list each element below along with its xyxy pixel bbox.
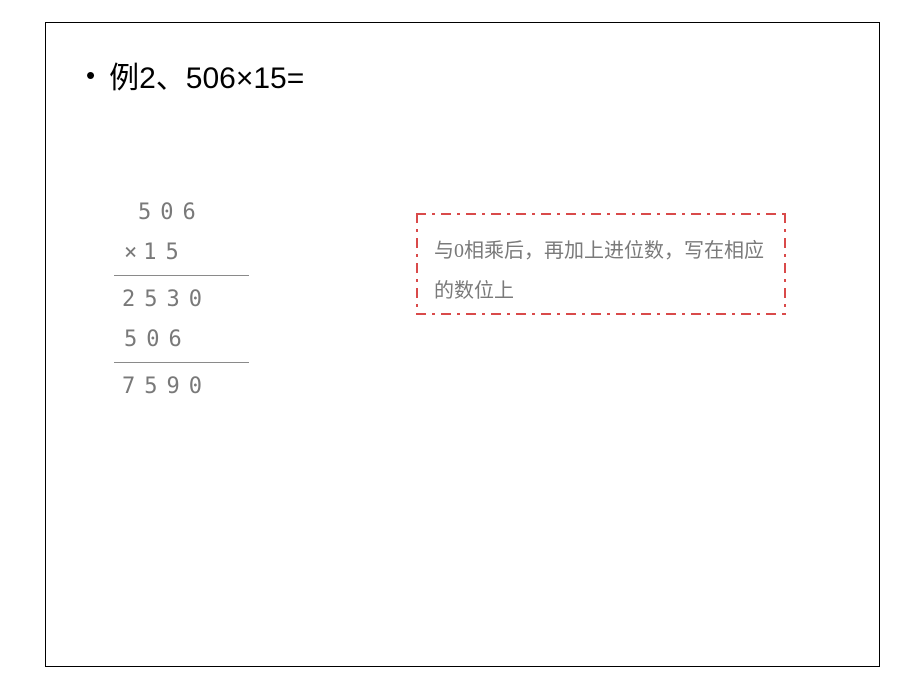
note-text: 与0相乘后，再加上进位数，写在相应的数位上	[434, 240, 764, 302]
bullet-point: •	[86, 62, 95, 88]
partial-product-2: 506	[106, 320, 249, 360]
multiplier-value: 15	[143, 242, 188, 264]
calc-line-2	[114, 362, 249, 363]
multiplication-work: 506 × 15 2530 506 7590	[106, 193, 249, 407]
calc-line-1	[114, 275, 249, 276]
title-row: • 例2、506×15=	[86, 53, 304, 97]
slide-content-box: • 例2、506×15= 506 × 15 2530 506 7590 与0相乘后…	[45, 22, 880, 667]
explanation-note: 与0相乘后，再加上进位数，写在相应的数位上	[416, 213, 786, 315]
partial-product-1: 2530	[106, 280, 249, 320]
multiply-sign: ×	[124, 242, 137, 264]
final-product: 7590	[106, 367, 249, 407]
multiplier-row: × 15	[106, 233, 249, 273]
example-title: 例2、506×15=	[109, 53, 304, 97]
multiplicand-row: 506	[106, 193, 249, 233]
